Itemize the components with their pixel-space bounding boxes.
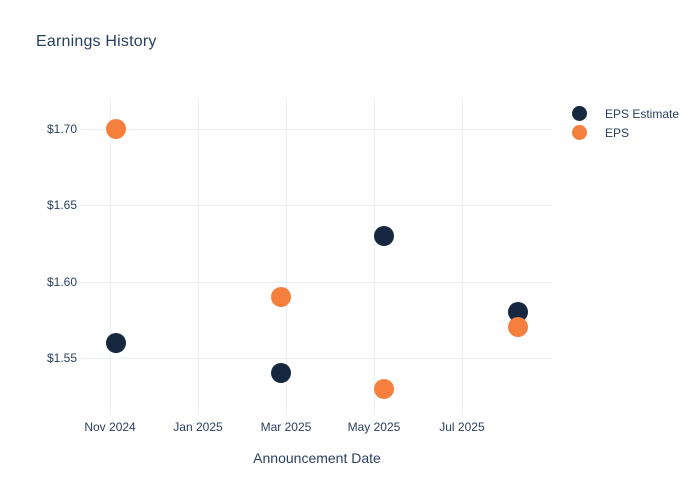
legend-label: EPS Estimate [605, 106, 680, 121]
point-eps-estimate[interactable] [507, 302, 528, 323]
legend-item-eps[interactable]: EPS [572, 123, 679, 142]
point-eps-estimate[interactable] [373, 225, 394, 246]
legend-marker-eps-estimate-icon [572, 106, 587, 121]
point-eps[interactable] [271, 286, 292, 307]
y-tick-label: $1.65 [46, 198, 77, 213]
gridline [81, 357, 553, 359]
gridline [110, 99, 112, 414]
gridline [198, 99, 199, 414]
x-tick-label: Mar 2025 [260, 420, 312, 434]
gridline [81, 129, 553, 131]
y-tick-label: $1.60 [46, 274, 77, 289]
point-eps-estimate[interactable] [106, 332, 127, 353]
gridline [81, 281, 553, 283]
x-tick-label: May 2025 [347, 420, 401, 434]
point-eps[interactable] [507, 317, 528, 338]
x-tick-label: Nov 2024 [84, 420, 136, 434]
legend-label: EPS [605, 125, 630, 140]
y-tick-label: $1.55 [46, 350, 77, 365]
gridline [461, 99, 463, 414]
point-eps[interactable] [106, 119, 127, 140]
chart-title: Earnings History [36, 33, 157, 50]
x-tick-label: Jan 2025 [173, 420, 223, 434]
point-eps[interactable] [373, 378, 394, 399]
y-tick-label: $1.70 [46, 122, 77, 137]
point-eps-estimate[interactable] [271, 363, 292, 384]
gridline [81, 205, 553, 207]
plot-area [81, 99, 553, 414]
x-axis-title: Announcement Date [253, 450, 381, 466]
legend: EPS Estimate EPS [572, 104, 679, 142]
gridline [285, 99, 287, 414]
x-tick-label: Jul 2025 [439, 420, 485, 434]
legend-marker-eps-icon [572, 125, 587, 140]
legend-item-eps-estimate[interactable]: EPS Estimate [572, 104, 679, 123]
gridline [373, 99, 375, 414]
